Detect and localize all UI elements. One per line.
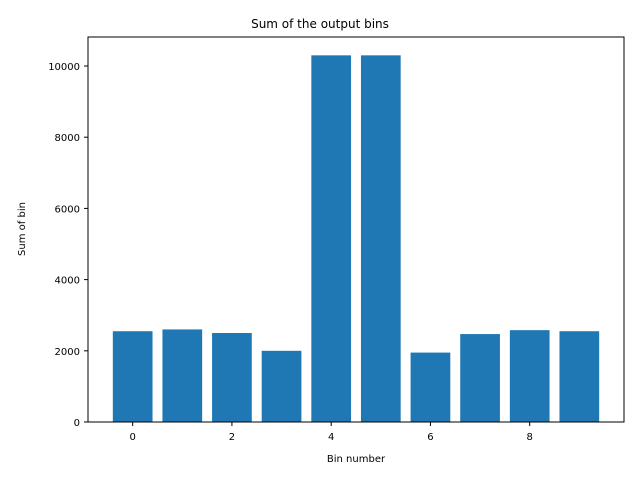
bar-3: [261, 350, 302, 422]
y-tick-label-2000: 2000: [55, 347, 80, 358]
y-tick-label-10000: 10000: [48, 62, 80, 73]
axes-layer: [87, 36, 625, 423]
x-ticks: 0 2 4 6 8: [129, 422, 533, 443]
bar-8: [509, 330, 550, 422]
y-tick-label-6000: 6000: [55, 204, 80, 215]
bar-7: [460, 334, 500, 422]
x-tick-label-4: 4: [328, 432, 334, 443]
y-tick-label-0: 0: [74, 418, 80, 429]
x-tick-label-6: 6: [427, 432, 433, 443]
bar-9: [559, 331, 600, 422]
chart-title: Sum of the output bins: [251, 17, 389, 31]
bar-0: [112, 331, 153, 422]
bar-6: [410, 352, 451, 422]
plot-frame: [87, 36, 625, 423]
bar-2: [212, 333, 252, 422]
x-tick-label-0: 0: [129, 432, 135, 443]
y-tick-label-8000: 8000: [55, 133, 80, 144]
y-axis-label: Sum of bin: [17, 202, 28, 256]
bar-4: [311, 55, 352, 422]
y-ticks: 0 2000 4000 6000 8000 10000: [48, 62, 88, 429]
bar-1: [162, 329, 203, 422]
x-tick-label-2: 2: [229, 432, 235, 443]
bar-5: [360, 55, 401, 422]
bars-layer: [112, 55, 600, 422]
y-tick-label-4000: 4000: [55, 276, 80, 287]
x-tick-label-8: 8: [527, 432, 533, 443]
x-axis-label: Bin number: [327, 454, 386, 465]
